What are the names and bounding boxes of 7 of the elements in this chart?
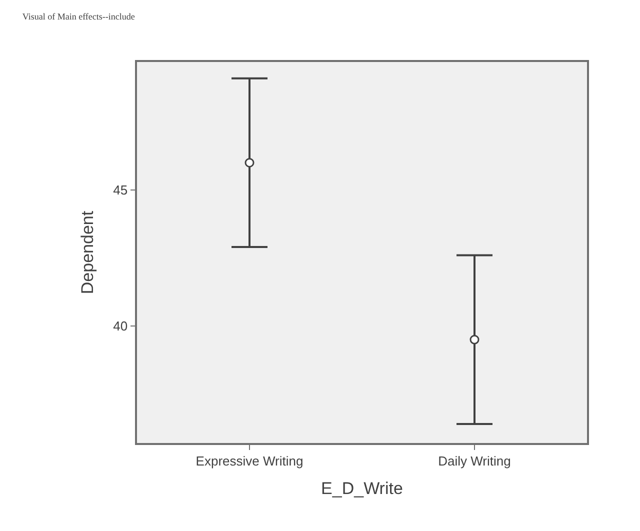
y-axis-title: Dependent bbox=[78, 210, 98, 294]
chart-title: Visual of Main effects--include bbox=[22, 12, 135, 22]
y-tick-label: 40 bbox=[113, 318, 128, 334]
x-tick-label: Daily Writing bbox=[438, 453, 511, 468]
x-axis-title: E_D_Write bbox=[321, 479, 403, 498]
y-tick-label: 45 bbox=[113, 182, 128, 198]
x-tick-label: Expressive Writing bbox=[196, 453, 304, 468]
